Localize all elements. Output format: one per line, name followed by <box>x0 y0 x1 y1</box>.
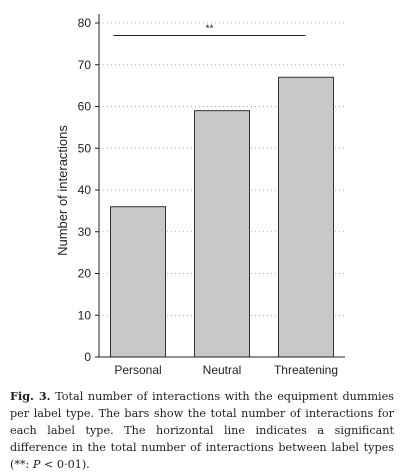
y-tick-label: 10 <box>78 308 92 322</box>
x-tick-label: Personal <box>114 363 161 377</box>
x-ticks: Personal Neutral Threatening <box>114 363 338 377</box>
y-tick-label: 70 <box>78 58 92 72</box>
y-tick-label: 80 <box>78 16 92 30</box>
y-ticks: 0 10 20 30 40 50 60 70 80 <box>78 16 99 364</box>
x-tick-label: Neutral <box>203 363 242 377</box>
significance-annotation: ** <box>113 24 306 37</box>
significance-label: ** <box>206 24 214 35</box>
caption-label: Fig. 3. <box>10 389 51 403</box>
axes <box>98 14 345 358</box>
caption-text: Total number of interactions with the eq… <box>10 390 395 471</box>
figure-caption: Fig. 3. Total number of interactions wit… <box>10 388 394 473</box>
bar-personal <box>110 206 166 358</box>
y-tick-label: 0 <box>84 350 91 364</box>
y-axis-label: Number of interactions <box>55 125 70 256</box>
y-tick-label: 30 <box>78 225 92 239</box>
y-tick-label: 50 <box>78 141 92 155</box>
bar-threatening <box>278 76 334 358</box>
y-tick-label: 20 <box>78 267 92 281</box>
x-tick-label: Threatening <box>274 363 338 377</box>
y-tick-label: 40 <box>78 183 92 197</box>
y-tick-label: 60 <box>78 100 92 114</box>
caption-text-end: < 0·01). <box>40 458 90 471</box>
bars <box>110 76 334 358</box>
bar-chart: 0 10 20 30 40 50 60 70 80 Personal Neutral Threate… <box>55 14 345 377</box>
bar-neutral <box>194 110 250 358</box>
